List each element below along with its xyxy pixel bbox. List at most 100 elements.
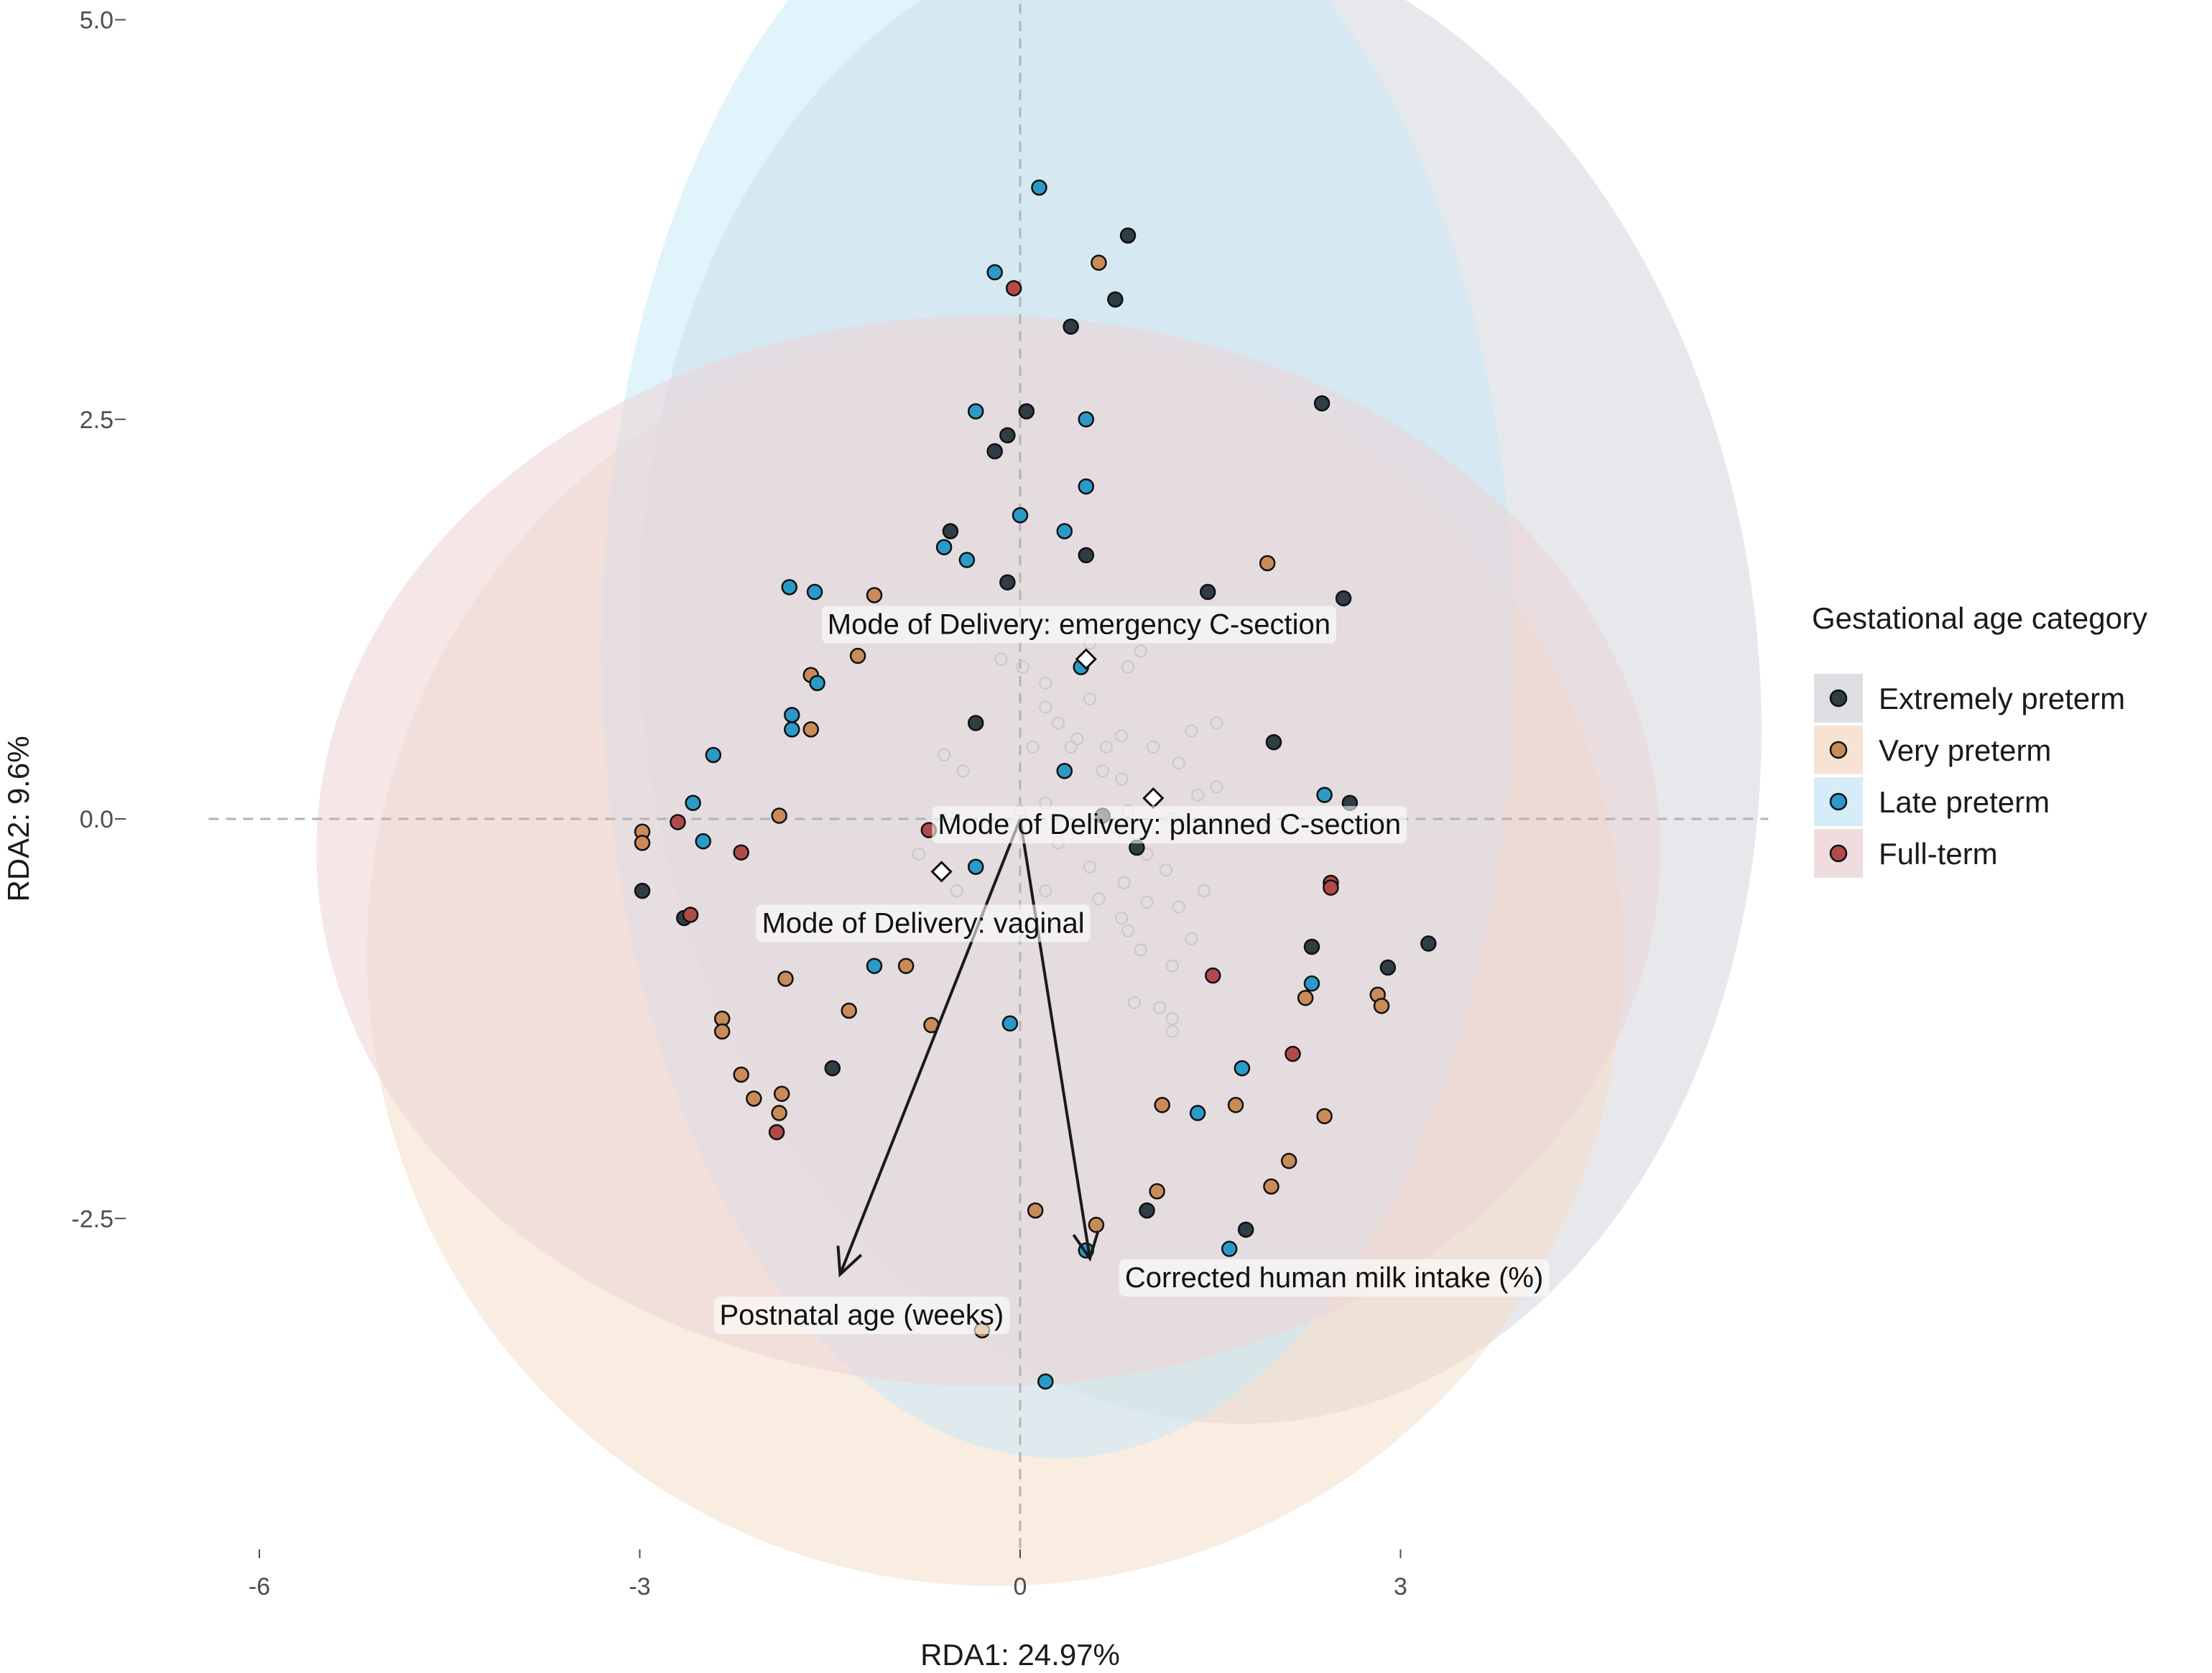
sample-point: [1115, 729, 1129, 743]
annotation-text: Corrected human milk intake (%): [1125, 1262, 1543, 1294]
annotation-label: Mode of Delivery: vaginal: [756, 904, 1091, 942]
point-late-preterm: [1303, 975, 1320, 992]
y-tick-label: 0.0: [80, 806, 114, 833]
ellipse-full-term: [316, 315, 1661, 1386]
sample-point: [1147, 740, 1160, 754]
y-tick-label: -2.5: [71, 1205, 114, 1233]
annotation-text: Mode of Delivery: emergency C-section: [828, 609, 1331, 641]
point-very-preterm: [777, 970, 794, 987]
sample-point: [950, 884, 963, 898]
point-full-term: [768, 1123, 785, 1141]
point-very-preterm: [1149, 1183, 1165, 1200]
point-late-preterm: [1189, 1105, 1206, 1121]
vector-arrow: [1019, 818, 1092, 1259]
point-late-preterm: [986, 264, 1003, 281]
point-late-preterm: [1316, 787, 1333, 803]
annotation-text: Postnatal age (weeks): [719, 1299, 1004, 1331]
sample-point: [1185, 932, 1198, 945]
point-very-preterm: [733, 1066, 749, 1083]
point-late-preterm: [705, 746, 722, 764]
point-very-preterm: [713, 1023, 731, 1040]
x-axis-title: RDA1: 24.97%: [920, 1638, 1120, 1672]
sample-point: [1134, 644, 1147, 658]
point-very-preterm: [1091, 254, 1107, 271]
sample-point: [1083, 692, 1097, 706]
sample-point: [1121, 660, 1135, 674]
legend-title: Gestational age category: [1812, 601, 2147, 635]
sample-point: [1115, 911, 1129, 924]
point-very-preterm: [1297, 989, 1314, 1006]
annotation-box: [756, 904, 1091, 942]
point-extremely-preterm: [1139, 1202, 1155, 1219]
point-very-preterm: [771, 807, 787, 824]
sample-point: [1039, 884, 1052, 898]
point-very-preterm: [1373, 998, 1390, 1014]
point-late-preterm: [1078, 411, 1095, 427]
legend-swatch-extremely-preterm: [1829, 689, 1848, 708]
sample-point: [1039, 700, 1052, 714]
point-extremely-preterm: [1018, 403, 1035, 420]
point-late-preterm: [781, 579, 798, 595]
point-very-preterm: [849, 647, 866, 664]
sample-point: [1185, 724, 1198, 738]
sample-point: [1159, 863, 1172, 877]
point-extremely-preterm: [1237, 1221, 1254, 1238]
annotation-label: Corrected human milk intake (%): [1119, 1259, 1550, 1297]
y-axis-title: RDA2: 9.6%: [1, 736, 35, 902]
point-very-preterm: [1154, 1097, 1170, 1113]
point-very-preterm: [1316, 1108, 1333, 1125]
sample-point: [1064, 740, 1078, 754]
sample-point: [1165, 959, 1179, 973]
point-late-preterm: [967, 858, 984, 875]
x-tick-label: 0: [1014, 1573, 1027, 1600]
sample-point: [1096, 764, 1109, 778]
point-extremely-preterm: [986, 443, 1003, 460]
point-late-preterm: [967, 403, 984, 420]
centroid-markers: [930, 648, 1165, 883]
point-late-preterm: [1001, 1015, 1019, 1032]
annotation-labels: Mode of Delivery: emergency C-section Mod…: [713, 606, 1550, 1335]
legend-swatch-full-term: [1829, 844, 1848, 863]
point-late-preterm: [1056, 523, 1073, 539]
sample-point: [1100, 740, 1114, 754]
point-very-preterm: [866, 587, 883, 603]
centroid-marker: [930, 861, 953, 883]
legend-label-extremely-preterm: Extremely preterm: [1879, 682, 2125, 715]
point-extremely-preterm: [634, 882, 651, 899]
y-tick-label: 2.5: [80, 407, 114, 434]
point-very-preterm: [802, 721, 820, 738]
point-very-preterm: [1263, 1178, 1279, 1195]
point-full-term: [1285, 1045, 1301, 1062]
point-full-term: [733, 844, 749, 861]
point-late-preterm: [1012, 507, 1029, 524]
sample-point: [1210, 780, 1223, 794]
y-tick-label: 5.0: [80, 7, 114, 34]
sample-point: [1140, 895, 1154, 909]
point-very-preterm: [1259, 555, 1276, 572]
point-extremely-preterm: [1063, 318, 1079, 335]
legend-label-very-preterm: Very preterm: [1879, 733, 2051, 767]
y-axis-ticks: 5.0 2.5 0.0 -2.5: [71, 7, 126, 1233]
sample-point: [1092, 892, 1106, 906]
annotation-text: Mode of Delivery: planned C-section: [938, 809, 1401, 840]
point-late-preterm: [695, 833, 711, 850]
vector-arrow: [838, 818, 1022, 1275]
legend: Gestational age category Extremely prete…: [1812, 601, 2147, 878]
x-tick-label: -6: [249, 1573, 270, 1600]
x-tick-label: -3: [629, 1573, 650, 1600]
point-extremely-preterm: [967, 715, 984, 731]
point-late-preterm: [935, 539, 953, 555]
point-extremely-preterm: [999, 574, 1016, 590]
point-full-term: [1205, 967, 1221, 984]
sample-point: [1051, 716, 1065, 730]
annotation-label: Mode of Delivery: planned C-section: [932, 806, 1407, 844]
annotation-label: Postnatal age (weeks): [713, 1297, 1010, 1335]
point-very-preterm: [634, 835, 651, 851]
sample-point: [1210, 716, 1223, 730]
point-very-preterm: [773, 1085, 790, 1102]
sample-point: [956, 764, 970, 778]
point-late-preterm: [866, 958, 883, 974]
sample-point: [1016, 660, 1029, 674]
point-late-preterm: [806, 583, 823, 601]
